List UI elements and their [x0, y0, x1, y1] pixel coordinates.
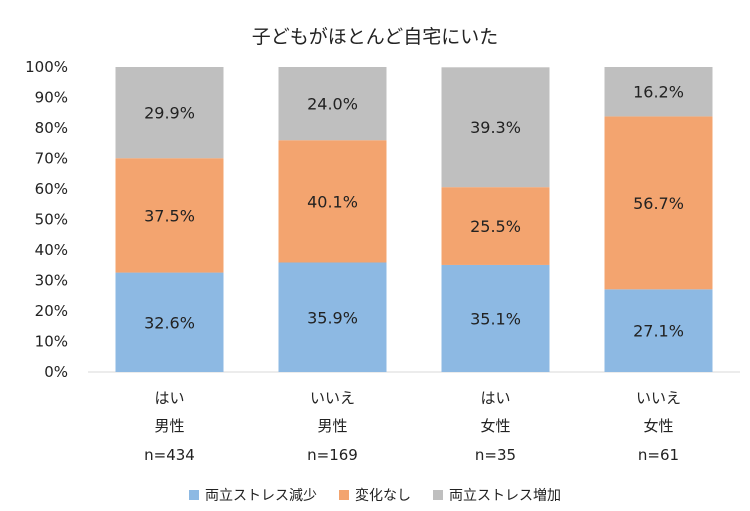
legend-swatch-no-change — [339, 490, 349, 500]
y-tick-label: 90% — [35, 89, 68, 107]
bar-segment — [604, 116, 713, 290]
y-axis: 0% 10% 20% 30% 40% 50% 60% 70% 80% 90% 100% — [25, 58, 740, 381]
x-tick-label: いいえ — [310, 389, 355, 407]
y-tick-label: 30% — [35, 272, 68, 290]
data-label: 35.1% — [470, 309, 521, 328]
data-label: 25.5% — [470, 217, 521, 236]
bar-segment — [115, 67, 224, 159]
x-tick-label: n=61 — [638, 446, 679, 464]
data-label: 32.6% — [144, 313, 195, 332]
y-tick-label: 100% — [25, 58, 68, 76]
y-tick-label: 70% — [35, 150, 68, 168]
legend-label-increase: 両立ストレス増加 — [449, 488, 561, 504]
x-tick-label: 男性 — [154, 417, 184, 435]
y-tick-label: 10% — [35, 333, 68, 351]
y-tick-label: 50% — [35, 211, 68, 229]
y-tick-label: 60% — [35, 180, 68, 198]
bar-segment — [604, 67, 713, 117]
bar-segment — [604, 289, 713, 372]
bar-segment — [115, 272, 224, 372]
legend-item-no-change: 変化なし — [339, 485, 411, 505]
bar-segment — [278, 67, 387, 141]
y-tick-label: 80% — [35, 119, 68, 137]
legend-item-increase: 両立ストレス増加 — [433, 485, 561, 505]
legend-item-decrease: 両立ストレス減少 — [189, 485, 317, 505]
bar-segment — [278, 140, 387, 263]
data-label: 27.1% — [633, 322, 684, 341]
data-label: 39.3% — [470, 118, 521, 137]
x-tick-label: 男性 — [317, 417, 347, 435]
x-tick-label: はい — [480, 389, 510, 407]
x-tick-label: n=35 — [475, 446, 516, 464]
x-tick-label: はい — [154, 389, 184, 407]
data-label: 16.2% — [633, 83, 684, 102]
bars: 32.6% 37.5% 29.9% 35.9% 40.1% 24.0% 35.1% 25.5%… — [115, 67, 713, 372]
legend-label-decrease: 両立ストレス減少 — [205, 488, 317, 504]
data-label: 56.7% — [633, 194, 684, 213]
legend-swatch-decrease — [189, 490, 199, 500]
data-label: 40.1% — [307, 192, 358, 211]
data-label: 37.5% — [144, 206, 195, 225]
data-label: 24.0% — [307, 95, 358, 114]
bar-segment — [441, 187, 550, 265]
legend: 両立ストレス減少 変化なし 両立ストレス増加 — [0, 485, 750, 505]
bar-segment — [278, 262, 387, 372]
y-tick-label: 20% — [35, 302, 68, 320]
bar-segment — [115, 158, 224, 273]
x-tick-label: 女性 — [480, 417, 510, 435]
x-tick-label: 女性 — [643, 417, 673, 435]
bar-segment — [441, 67, 550, 188]
legend-swatch-increase — [433, 490, 443, 500]
chart-title: 子どもがほとんど自宅にいた — [251, 26, 499, 48]
data-label: 35.9% — [307, 308, 358, 327]
bar-segment — [441, 264, 550, 372]
x-tick-label: n=434 — [144, 446, 195, 464]
y-tick-label: 0% — [44, 363, 68, 381]
x-tick-label: いいえ — [636, 389, 681, 407]
x-tick-label: n=169 — [307, 446, 358, 464]
y-tick-label: 40% — [35, 241, 68, 259]
data-label: 29.9% — [144, 104, 195, 123]
legend-label-no-change: 変化なし — [355, 488, 411, 504]
